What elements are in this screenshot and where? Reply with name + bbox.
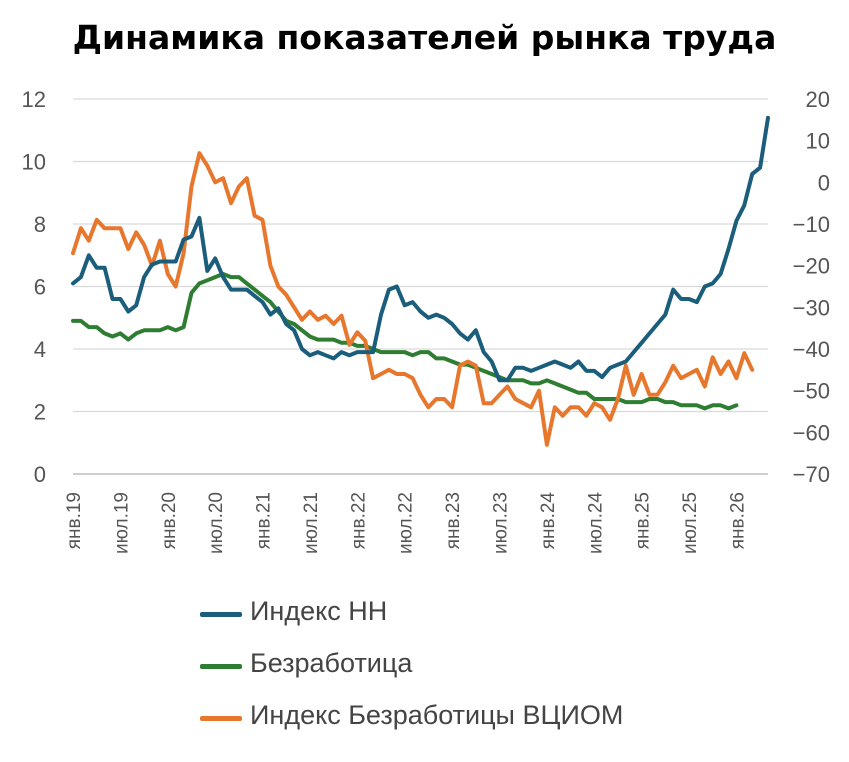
right-tick-label: −40	[793, 337, 830, 362]
left-tick-label: 4	[34, 337, 46, 362]
right-tick-label: 20	[806, 87, 830, 112]
x-tick-label: янв.25	[633, 492, 654, 549]
x-tick-label: янв.23	[443, 492, 464, 549]
x-tick-label: июл.21	[301, 492, 322, 554]
x-tick-label: янв.21	[254, 492, 275, 549]
chart-title: Динамика показателей рынка труда	[72, 18, 777, 57]
right-tick-label: −50	[793, 379, 830, 404]
left-tick-label: 12	[22, 87, 46, 112]
right-tick-label: 10	[806, 129, 830, 154]
x-tick-label: июл.24	[585, 492, 606, 554]
series-line-1	[71, 272, 739, 411]
legend-label: Индекс Безработицы ВЦИОМ	[250, 700, 624, 730]
right-tick-label: −30	[793, 295, 830, 320]
x-axis: янв.19 июл.19 янв.20 июл.20 янв.21 июл.21 янв.…	[64, 473, 768, 554]
x-tick-label: янв.26	[727, 492, 748, 549]
legend-swatch	[200, 612, 242, 617]
x-tick-label: янв.19	[64, 492, 85, 549]
left-tick-label: 6	[34, 275, 46, 300]
x-tick-label: июл.20	[206, 492, 227, 554]
x-tick-label: июл.25	[680, 492, 701, 554]
right-axis-ticks: −70 −60 −50 −40 −30 −20 −10 0 10 20	[793, 87, 830, 487]
right-tick-label: 0	[818, 170, 830, 195]
x-tick-label: июл.22	[396, 492, 417, 554]
x-tick-label: июл.19	[111, 492, 132, 554]
series-line-2	[71, 151, 755, 447]
x-tick-label: июл.23	[490, 492, 511, 554]
right-tick-label: −60	[793, 420, 830, 445]
left-tick-label: 10	[22, 150, 46, 175]
series-line-0	[71, 115, 770, 383]
x-tick-label: янв.20	[159, 492, 180, 549]
right-tick-label: −20	[793, 254, 830, 279]
left-axis-ticks: 0 2 4 6 8 10 12	[22, 87, 46, 487]
legend-label: Индекс НН	[250, 596, 388, 626]
right-tick-label: −70	[793, 462, 830, 487]
left-tick-label: 8	[34, 212, 46, 237]
x-tick-label: янв.22	[348, 492, 369, 549]
legend-label: Безработица	[250, 648, 413, 678]
right-tick-label: −10	[793, 212, 830, 237]
left-tick-label: 2	[34, 400, 46, 425]
legend-swatch	[200, 716, 242, 721]
legend-swatch	[200, 664, 242, 669]
left-tick-label: 0	[34, 462, 46, 487]
series-lines	[71, 115, 770, 447]
x-tick-label: янв.24	[538, 492, 559, 550]
